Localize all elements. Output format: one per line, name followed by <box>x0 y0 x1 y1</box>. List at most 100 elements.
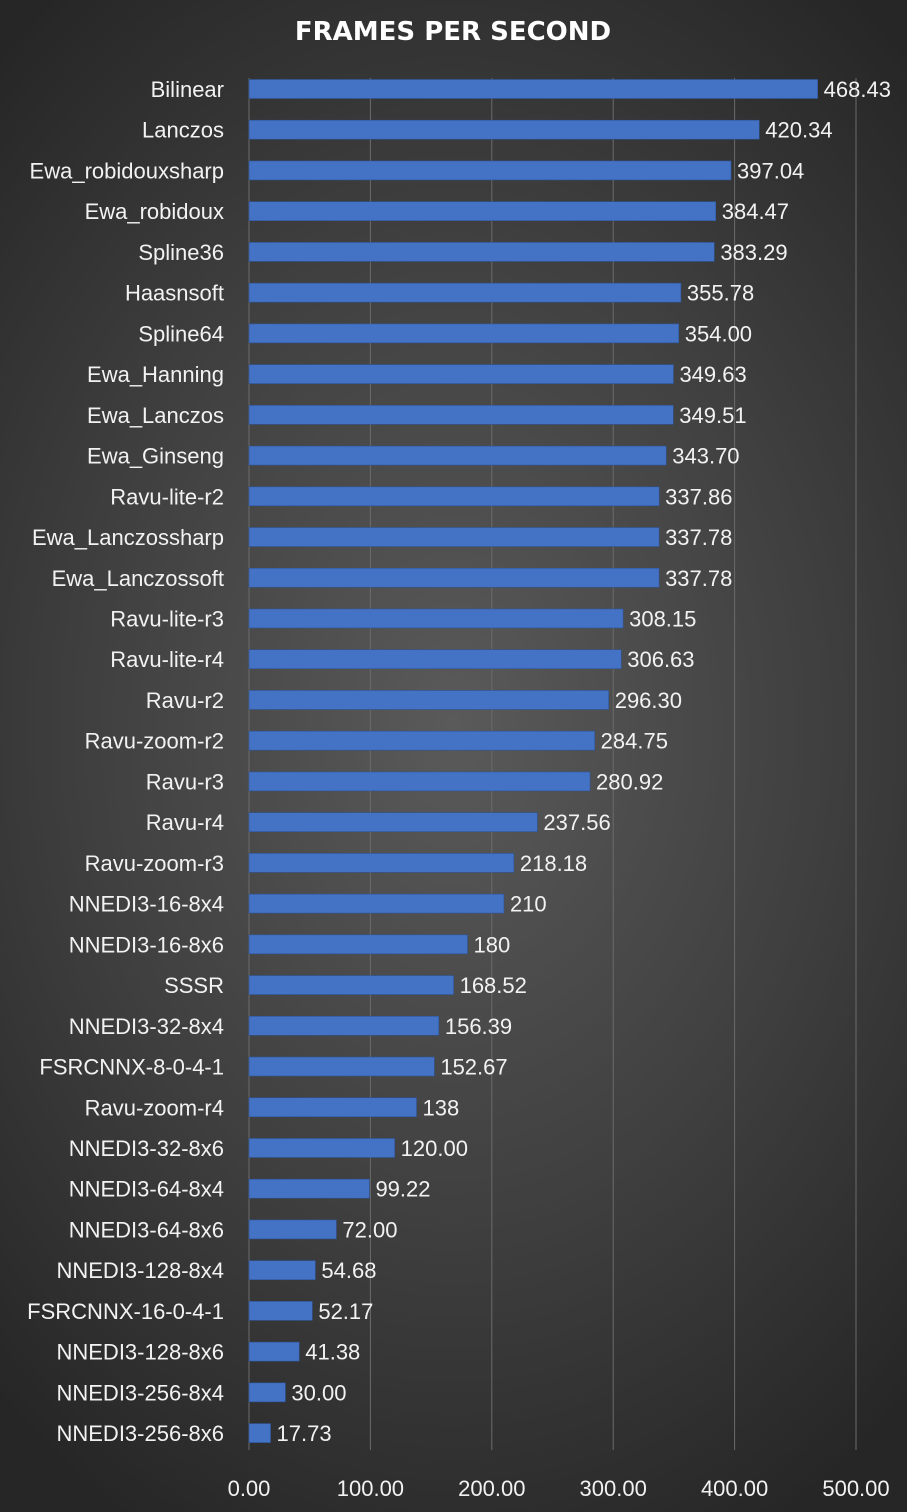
bar <box>248 690 610 710</box>
bar <box>248 1219 337 1240</box>
category-label: Ewa_robidouxsharp <box>30 158 224 183</box>
x-tick-label: 300.00 <box>580 1476 647 1501</box>
x-tick-label: 0.00 <box>228 1476 271 1501</box>
value-label: 384.47 <box>722 199 789 224</box>
value-label: 168.52 <box>460 973 527 998</box>
category-label: Ravu-r4 <box>146 810 224 835</box>
x-tick-label: 200.00 <box>458 1476 525 1501</box>
x-axis-ticks: 0.00 100.00 200.00 300.00 400.00 500.00 <box>228 1476 890 1501</box>
category-label: Bilinear <box>151 77 224 102</box>
value-label: 41.38 <box>305 1340 360 1365</box>
bar <box>248 405 674 425</box>
bar <box>248 853 515 873</box>
x-tick-label: 500.00 <box>822 1476 889 1501</box>
bar <box>248 242 715 262</box>
bar <box>248 527 660 547</box>
category-label: Ewa_Lanczos <box>87 403 224 428</box>
category-label: Ravu-lite-r4 <box>110 647 224 672</box>
category-label: SSSR <box>164 973 224 998</box>
category-label: NNEDI3-16-8x6 <box>69 932 224 957</box>
category-label: FSRCNNX-16-0-4-1 <box>27 1299 224 1324</box>
value-label: 72.00 <box>342 1217 397 1242</box>
value-label: 17.73 <box>277 1421 332 1446</box>
bar <box>248 608 624 629</box>
bar <box>248 160 732 181</box>
value-label: 210 <box>510 892 547 917</box>
bar <box>248 282 682 303</box>
category-label: Ravu-zoom-r3 <box>85 851 224 876</box>
bar <box>248 975 454 995</box>
category-label: Ravu-zoom-r2 <box>85 729 224 754</box>
value-label: 152.67 <box>440 1055 507 1080</box>
bar <box>248 812 538 832</box>
value-label: 284.75 <box>601 729 668 754</box>
value-label: 337.78 <box>665 525 732 550</box>
category-label: NNEDI3-256-8x6 <box>56 1421 224 1446</box>
value-label: 397.04 <box>737 158 804 183</box>
category-label: Ewa_Hanning <box>87 362 224 387</box>
category-label: NNEDI3-16-8x4 <box>69 892 224 917</box>
value-label: 308.15 <box>629 606 696 631</box>
value-label: 420.34 <box>765 118 832 143</box>
value-label: 349.51 <box>679 403 746 428</box>
bar <box>248 1097 417 1118</box>
bar <box>248 323 680 344</box>
value-label: 99.22 <box>375 1177 430 1202</box>
category-label: NNEDI3-64-8x6 <box>69 1217 224 1242</box>
bar <box>248 1015 440 1036</box>
value-label: 218.18 <box>520 851 587 876</box>
value-label: 237.56 <box>543 810 610 835</box>
bar <box>248 1260 316 1280</box>
bar <box>248 730 595 751</box>
value-label: 337.86 <box>665 484 732 509</box>
value-label: 138 <box>423 1095 460 1120</box>
value-label: 355.78 <box>687 281 754 306</box>
category-label: Ravu-r3 <box>146 769 224 794</box>
category-label: Ravu-zoom-r4 <box>85 1095 224 1120</box>
chart-title: FRAMES PER SECOND <box>295 17 611 47</box>
category-label: Spline36 <box>138 240 224 265</box>
x-tick-label: 400.00 <box>701 1476 768 1501</box>
category-label: Spline64 <box>138 321 224 346</box>
bar <box>248 486 660 507</box>
category-label: NNEDI3-64-8x4 <box>69 1177 224 1202</box>
category-label: NNEDI3-32-8x4 <box>69 1014 224 1039</box>
value-label: 180 <box>474 932 511 957</box>
bars <box>248 79 818 1443</box>
bar <box>248 1423 271 1443</box>
value-labels: 468.43 420.34 397.04 384.47 383.29 355.78 354.… <box>277 77 891 1446</box>
category-label: NNEDI3-32-8x6 <box>69 1136 224 1161</box>
bar <box>248 201 717 221</box>
value-label: 280.92 <box>596 769 663 794</box>
bar <box>248 893 505 914</box>
bar <box>248 1301 313 1321</box>
category-label: Ewa_Ginseng <box>87 444 224 469</box>
bar <box>248 1178 370 1199</box>
bar <box>248 771 591 792</box>
category-label: Ravu-lite-r3 <box>110 606 224 631</box>
category-label: FSRCNNX-8-0-4-1 <box>39 1055 224 1080</box>
value-label: 337.78 <box>665 566 732 591</box>
value-label: 296.30 <box>615 688 682 713</box>
category-label: Ravu-lite-r2 <box>110 484 224 509</box>
bar <box>248 364 674 384</box>
category-label: Ewa_Lanczossharp <box>32 525 224 550</box>
value-label: 54.68 <box>321 1258 376 1283</box>
value-label: 343.70 <box>672 444 739 469</box>
bar <box>248 567 660 588</box>
bar <box>248 1056 435 1077</box>
category-label: NNEDI3-128-8x6 <box>56 1340 224 1365</box>
bar <box>248 649 622 670</box>
bar <box>248 934 468 955</box>
value-label: 354.00 <box>685 321 752 346</box>
bar <box>248 445 667 466</box>
bar <box>248 119 760 140</box>
value-label: 468.43 <box>824 77 891 102</box>
value-label: 52.17 <box>318 1299 373 1324</box>
category-label: Ewa_Lanczossoft <box>52 566 224 591</box>
value-label: 156.39 <box>445 1014 512 1039</box>
bar <box>248 1138 395 1158</box>
value-label: 383.29 <box>720 240 787 265</box>
bar <box>248 1382 286 1403</box>
